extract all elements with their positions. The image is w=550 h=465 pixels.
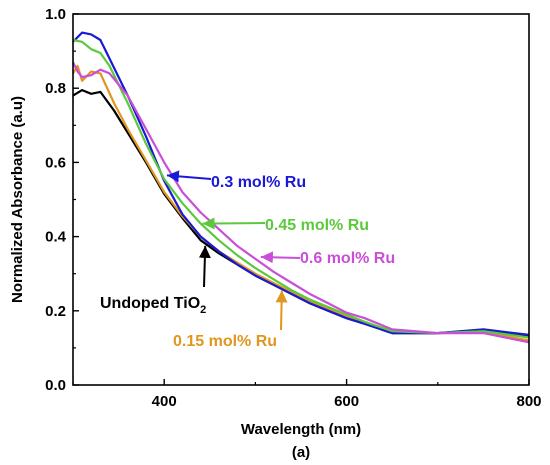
y-tick-label: 0.6 (45, 154, 66, 171)
ticks-layer: 400 600 800 0.0 0.2 0.4 0.6 0.8 1.0 (45, 6, 541, 410)
annotation-label: Undoped TiO2 (100, 295, 206, 316)
y-axis-title: Normalized Absorbance (a.u) (9, 96, 26, 303)
y-tick-label: 1.0 (45, 6, 66, 23)
series-line-2 (72, 31, 530, 336)
y-tick-label: 0.8 (45, 80, 66, 97)
annotation-arrow (166, 170, 212, 183)
y-tick-label: 0.0 (45, 377, 66, 394)
x-tick-label: 600 (334, 393, 359, 410)
panel-label: (a) (292, 444, 310, 461)
annotation-label: 0.6 mol% Ru (300, 250, 395, 267)
x-tick-label: 800 (516, 393, 541, 410)
annotation-arrow (202, 217, 266, 230)
annotation-arrow (260, 251, 301, 264)
annotation-label: 0.3 mol% Ru (211, 174, 306, 191)
annotation-label: 0.15 mol% Ru (173, 333, 277, 350)
annotation-label: 0.45 mol% Ru (265, 217, 369, 234)
series-line-4 (72, 61, 530, 344)
annotation-arrow (198, 245, 211, 288)
y-tick-label: 0.2 (45, 303, 66, 320)
x-tick-label: 400 (152, 393, 177, 410)
series-line-3 (72, 38, 530, 339)
annotation-arrow (275, 290, 288, 331)
y-tick-label: 0.4 (45, 229, 67, 246)
x-axis-title: Wavelength (nm) (241, 421, 361, 438)
annotation-layer: 0.3 mol% Ru 0.45 mol% Ru 0.6 mol% Ru Undope… (100, 170, 395, 350)
series-layer (72, 31, 530, 344)
plot-frame (72, 13, 530, 386)
